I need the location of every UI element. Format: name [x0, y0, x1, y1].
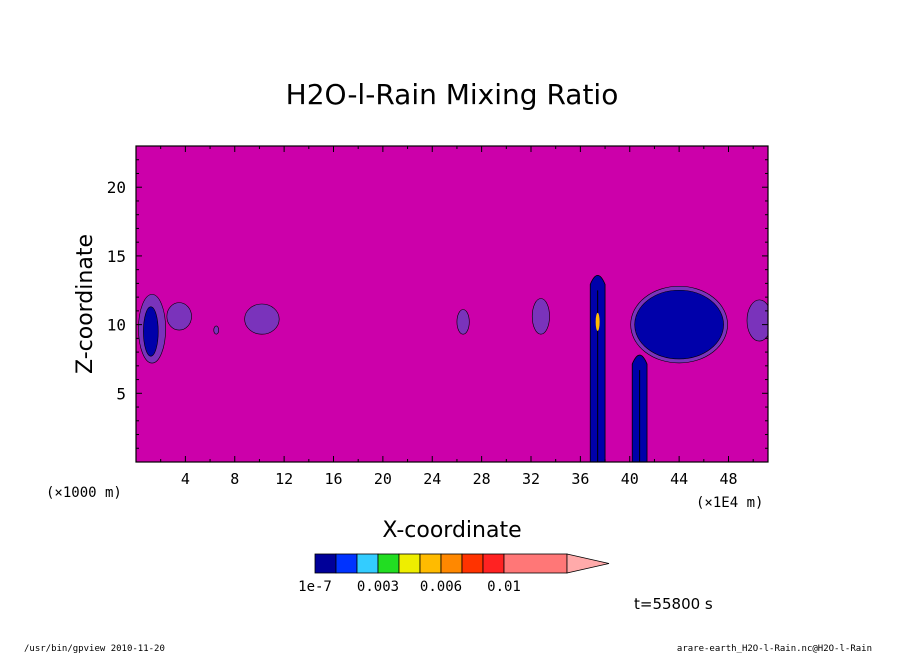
x-tick-label: 24 — [423, 470, 441, 488]
colorbar-swatch — [503, 553, 568, 574]
rain-feature-4 — [244, 303, 280, 335]
rain-features — [138, 275, 768, 462]
rain-feature-7 — [746, 299, 768, 342]
plot-frame — [135, 145, 769, 463]
colorbar-label: 0.006 — [420, 579, 462, 595]
x-tick-label: 44 — [670, 470, 688, 488]
y-tick-label: 5 — [116, 384, 126, 403]
colorbar-swatch — [461, 553, 484, 574]
rain-feature-6 — [531, 298, 550, 335]
x-unit-right: (×1E4 m) — [696, 495, 763, 511]
x-tick-label: 36 — [571, 470, 589, 488]
colorbar-swatch — [335, 553, 358, 574]
colorbar-swatch — [377, 553, 400, 574]
x-unit-left: (×1000 m) — [46, 485, 122, 501]
colorbar-extend-arrow — [566, 553, 610, 574]
x-axis-label: X-coordinate — [382, 518, 521, 543]
x-tick-label: 4 — [181, 470, 190, 488]
footer-left: /usr/bin/gpview 2010-11-20 — [24, 644, 165, 654]
colorbar-swatch — [419, 553, 442, 574]
x-axis-ticks: 4 8 12 16 20 24 28 32 36 40 44 48 — [160, 146, 754, 488]
colorbar — [314, 553, 610, 574]
colorbar-label: 1e-7 — [298, 579, 332, 595]
colorbar-swatch — [398, 553, 421, 574]
colorbar-swatch — [482, 553, 505, 574]
x-tick-label: 40 — [621, 470, 639, 488]
x-tick-label: 12 — [275, 470, 293, 488]
x-tick-label: 8 — [230, 470, 239, 488]
colorbar-label: 0.01 — [487, 579, 521, 595]
y-axis-ticks: 5 10 15 20 — [107, 159, 768, 449]
rain-feature-3 — [213, 325, 220, 335]
colorbar-labels: 1e-7 0.003 0.006 0.01 — [298, 579, 521, 595]
x-tick-label: 16 — [324, 470, 342, 488]
rain-column-max-core — [595, 312, 600, 331]
footer-right: arare-earth_H2O-l-Rain.nc@H2O-l-Rain — [677, 644, 872, 654]
time-label: t=55800 s — [634, 595, 713, 613]
anvil-core — [634, 289, 724, 360]
x-tick-label: 20 — [374, 470, 392, 488]
y-tick-label: 20 — [107, 178, 126, 197]
x-tick-label: 32 — [522, 470, 540, 488]
y-axis-label: Z-coordinate — [73, 234, 98, 374]
colorbar-swatch — [356, 553, 379, 574]
colorbar-swatch — [440, 553, 463, 574]
rain-feature-5 — [456, 309, 470, 335]
colorbar-label: 0.003 — [357, 579, 399, 595]
colorbar-swatch — [314, 553, 337, 574]
x-tick-label: 28 — [473, 470, 491, 488]
rain-feature-1 — [143, 306, 159, 357]
chart-title: H2O-l-Rain Mixing Ratio — [286, 78, 619, 111]
y-tick-label: 15 — [107, 247, 126, 266]
y-tick-label: 10 — [107, 316, 126, 335]
x-tick-label: 48 — [719, 470, 737, 488]
rain-feature-2 — [166, 302, 192, 331]
